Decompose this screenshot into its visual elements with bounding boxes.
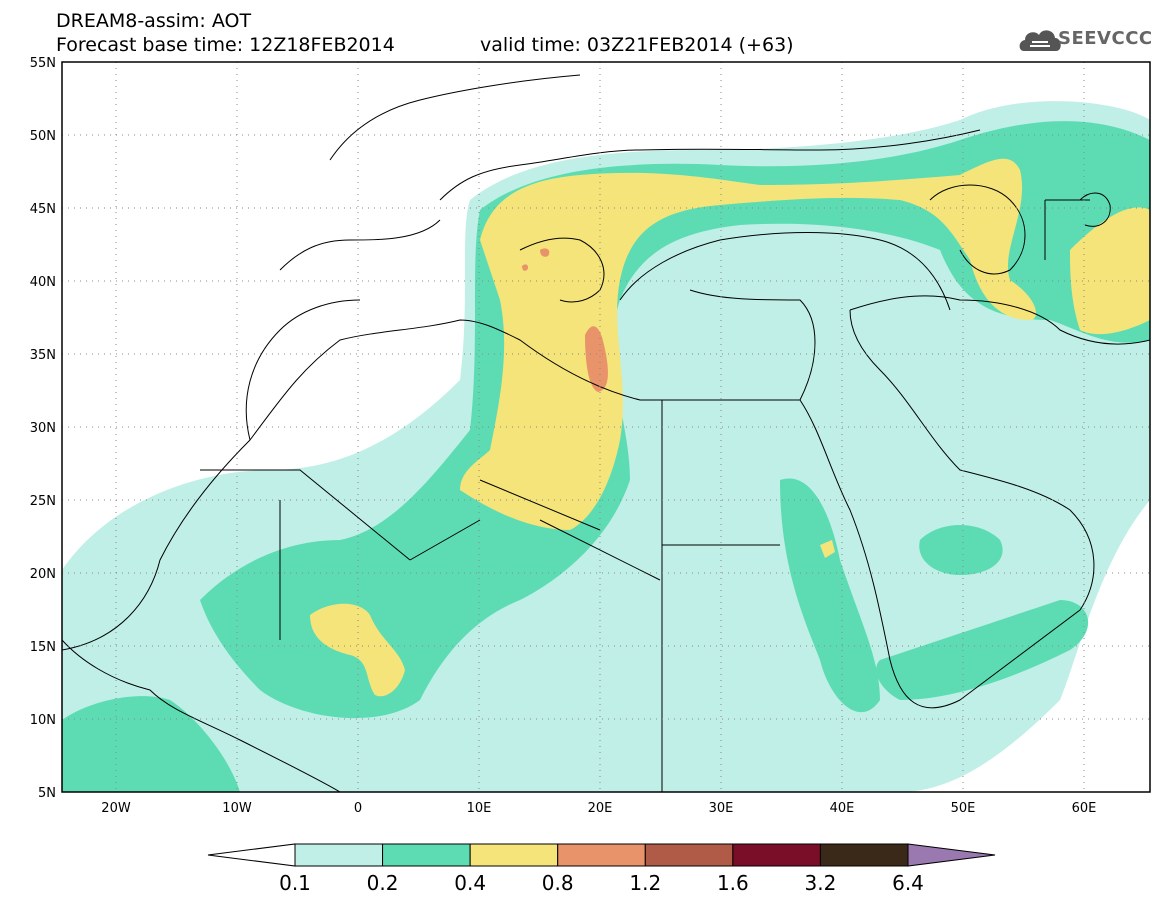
colorbar: 0.1 0.2 0.4 0.8 1.2 1.6 3.2 6.4	[207, 843, 996, 895]
lat-tick: 10N	[30, 713, 56, 728]
aot-shading	[62, 101, 1150, 792]
colorbar-label: 0.8	[542, 871, 574, 895]
lat-tick: 45N	[30, 202, 56, 217]
colorbar-under	[207, 843, 296, 867]
lat-ticks: 55N 50N 45N 40N 35N 30N 25N 20N 15N 10N …	[30, 56, 56, 801]
lon-tick: 0	[354, 801, 362, 816]
colorbar-label: 1.2	[629, 871, 661, 895]
lon-ticks: 20W 10W 0 10E 20E 30E 40E 50E 60E	[101, 801, 1096, 816]
seevccc-logo: SEEVCCC	[1058, 28, 1153, 49]
colorbar-segment	[294, 843, 384, 867]
colorbar-segment	[557, 843, 646, 867]
lon-tick: 40E	[830, 801, 855, 816]
valid-time: valid time: 03Z21FEB2014 (+63)	[480, 34, 794, 56]
lon-tick: 20E	[588, 801, 613, 816]
coastlines	[62, 74, 1150, 792]
lat-tick: 50N	[30, 129, 56, 144]
colorbar-label: 0.4	[454, 871, 486, 895]
lat-tick: 25N	[30, 494, 56, 509]
forecast-base-time: Forecast base time: 12Z18FEB2014	[56, 34, 395, 56]
lon-tick: 10W	[222, 801, 252, 816]
colorbar-label: 6.4	[892, 871, 924, 895]
colorbar-segment	[382, 843, 471, 867]
lat-tick: 20N	[30, 567, 56, 582]
lon-tick: 30E	[709, 801, 734, 816]
colorbar-over	[907, 843, 996, 867]
map-title: DREAM8-assim: AOT	[56, 10, 252, 32]
lon-tick: 60E	[1072, 801, 1097, 816]
colorbar-segment	[732, 843, 821, 867]
lon-tick: 10E	[467, 801, 492, 816]
colorbar-segment	[819, 843, 909, 867]
cloud-icon	[1019, 30, 1061, 51]
lat-tick: 30N	[30, 421, 56, 436]
graticule	[62, 62, 1150, 792]
lat-tick: 5N	[38, 786, 56, 801]
map-frame	[61, 61, 1151, 793]
lon-tick: 20W	[101, 801, 131, 816]
colorbar-label: 1.6	[717, 871, 749, 895]
lat-tick: 15N	[30, 640, 56, 655]
colorbar-segment	[469, 843, 559, 867]
colorbar-segment	[644, 843, 734, 867]
colorbar-label: 3.2	[805, 871, 837, 895]
lat-tick: 40N	[30, 275, 56, 290]
colorbar-label: 0.2	[367, 871, 399, 895]
lon-tick: 50E	[951, 801, 976, 816]
colorbar-label: 0.1	[279, 871, 311, 895]
lat-tick: 55N	[30, 56, 56, 71]
lat-tick: 35N	[30, 348, 56, 363]
